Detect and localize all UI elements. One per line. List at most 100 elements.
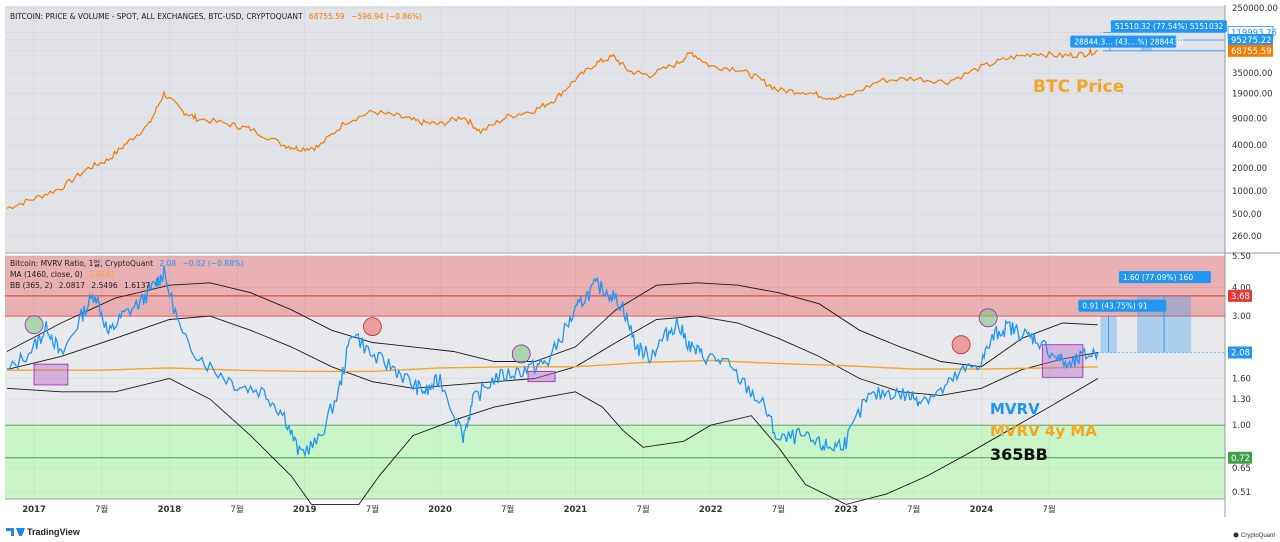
- mvrv-badge: [1228, 289, 1252, 302]
- bb-legend-upper: 2.5496: [91, 281, 117, 290]
- mvrv-ma-annotation: MVRV 4y MA: [990, 422, 1097, 440]
- mvrv-y-tick: 5.50: [1232, 252, 1251, 262]
- price-y-tick: 2000.00: [1232, 164, 1267, 174]
- mvrv-measure-text: 1.60 (77.09%) 160: [1123, 273, 1193, 282]
- mvrv-measure-box: [1078, 299, 1167, 312]
- mvrv-y-tick: 1.30: [1232, 395, 1251, 405]
- price-measure-label: 51510.32 (77.54%) 5151032: [1110, 20, 1227, 33]
- x-tick: 2023: [834, 505, 858, 515]
- ma-legend-value: 1.6442: [89, 270, 115, 279]
- price-legend: BITCOIN: PRICE & VOLUME - SPOT, ALL EXCH…: [10, 12, 422, 21]
- price-badge-label: 119993.76: [1231, 28, 1277, 38]
- price-badge-label: 95275.22: [1231, 36, 1272, 46]
- price-y-tick: 19000.00: [1232, 90, 1273, 100]
- cryptoquant-label: CryptoQuant: [1241, 533, 1275, 539]
- price-y-tick: 500.00: [1232, 210, 1262, 220]
- mvrv-measure-label: 0.91 (43.75%) 91: [1078, 299, 1167, 312]
- price-measure-label: 28844.3… (43.…%) 2884430: [1070, 35, 1184, 48]
- mvrv-legend-value: 2.08: [159, 259, 176, 268]
- price-y-tick: 9000.00: [1232, 114, 1267, 124]
- highlight-box: [33, 363, 69, 386]
- x-tick: 2020: [428, 505, 452, 515]
- price-legend-value: 68755.59: [309, 12, 345, 21]
- price-measure-text: 28844.3… (43.…%) 2884430: [1074, 38, 1183, 47]
- x-tick: 2017: [22, 505, 46, 515]
- mvrv-layer: 0.91 (43.75%) 91 1.60 (77.09%) 160: [5, 265, 1225, 505]
- highlight-circle-green: [511, 344, 531, 364]
- mvrv-legend-change: −0.02 (−0.88%): [183, 259, 244, 268]
- mvrv-y-tick: 0.51: [1232, 488, 1251, 498]
- tradingview-label: TradingView: [27, 527, 81, 537]
- price-y-tick: 4000.00: [1232, 141, 1267, 151]
- price-legend-change: −596.94 (−0.86%): [351, 12, 422, 21]
- ma-legend: MA (1460, close, 0) 1.6442: [10, 270, 115, 279]
- mvrv-badge-label: 3.68: [1231, 292, 1250, 302]
- ma-legend-title: MA (1460, close, 0): [10, 270, 83, 279]
- x-tick: 2021: [564, 505, 588, 515]
- mvrv-y-axis: 5.50 4.00 3.00 1.60 1.30 1.00 0.65 0.51 3.68 2.08…: [1228, 252, 1252, 498]
- bb-legend-basis: 2.0817: [59, 281, 85, 290]
- bb-upper-line: [6, 282, 1098, 368]
- x-tick: 7월: [1042, 504, 1055, 515]
- mvrv-badge: [1228, 451, 1252, 464]
- cryptoquant-icon: [1233, 532, 1239, 538]
- x-tick: 7월: [501, 504, 514, 515]
- price-y-axis: 250000.00 35000.00 19000.00 9000.00 4000.00 2…: [1227, 4, 1278, 242]
- price-badge-label: 68755.59: [1231, 47, 1272, 57]
- price-badge: [1228, 44, 1273, 57]
- tradingview-logo[interactable]: TradingView: [6, 527, 81, 537]
- price-badge: [1228, 34, 1273, 47]
- price-y-tick: 1000.00: [1232, 187, 1267, 197]
- mvrv-ma-line: [7, 359, 1098, 373]
- price-y-tick: 250000.00: [1232, 4, 1278, 14]
- bb-legend: BB (365, 2) 2.0817 2.5496 1.6137: [10, 281, 151, 290]
- x-tick: 7월: [636, 504, 649, 515]
- bb-legend-lower: 1.6137: [124, 281, 150, 290]
- mvrv-line: [6, 265, 1099, 458]
- btc-price-line: [6, 47, 1098, 210]
- mvrv-badge-label: 2.08: [1231, 348, 1250, 358]
- highlight-box: [527, 370, 556, 383]
- mvrv-measure-text: 0.91 (43.75%) 91: [1082, 302, 1148, 311]
- mvrv-measure-box: [1118, 271, 1211, 284]
- x-axis: 2017 7월 2018 7월 2019 7월 2020 7월 2021 7월 2022 7월 2023…: [22, 504, 1055, 515]
- mvrv-y-tick: 4.00: [1232, 284, 1251, 294]
- bb-legend-title: BB (365, 2): [10, 281, 52, 290]
- price-y-tick: 260.00: [1232, 232, 1262, 242]
- mvrv-legend-title: Bitcoin: MVRV Ratio, 1일, CryptoQuant: [10, 259, 153, 268]
- highlight-circle-red: [362, 317, 382, 337]
- highlight-circle-green: [978, 308, 998, 328]
- highlight-circle-red: [951, 335, 971, 355]
- undervalued-zone: [5, 425, 1225, 498]
- x-tick: 2018: [158, 505, 182, 515]
- mvrv-annotation: MVRV: [990, 400, 1040, 418]
- price-layer: 28844.3… (43.…%) 2884430 51510.32 (77.54%…: [6, 20, 1227, 210]
- mvrv-y-tick: 3.00: [1232, 312, 1251, 322]
- price-measure-box: [1110, 20, 1227, 33]
- overvalued-zone: [5, 256, 1225, 317]
- bb-lower-line: [6, 378, 1099, 505]
- x-tick: 7월: [772, 504, 785, 515]
- x-tick: 2024: [970, 505, 994, 515]
- mvrv-badge-label: 0.72: [1231, 454, 1250, 464]
- bb-annotation: 365BB: [990, 445, 1048, 464]
- price-measure-box: [1070, 35, 1177, 48]
- price-measure-text: 51510.32 (77.54%) 5151032: [1115, 22, 1224, 31]
- x-tick: 7월: [95, 504, 108, 515]
- mvrv-y-tick: 1.00: [1232, 421, 1251, 431]
- mvrv-badge: [1228, 346, 1252, 359]
- mvrv-measure-label: 1.60 (77.09%) 160: [1118, 271, 1211, 284]
- x-tick: 7월: [907, 504, 920, 515]
- highlight-circle-green: [24, 315, 44, 335]
- x-tick: 7월: [366, 504, 379, 515]
- x-tick: 2022: [699, 505, 723, 515]
- btc-price-annotation: BTC Price: [1033, 77, 1124, 97]
- price-y-tick: 35000.00: [1232, 69, 1273, 79]
- mvrv-legend: Bitcoin: MVRV Ratio, 1일, CryptoQuant 2.0…: [10, 259, 244, 268]
- x-tick: 2019: [293, 505, 317, 515]
- price-legend-title: BITCOIN: PRICE & VOLUME - SPOT, ALL EXCH…: [10, 12, 303, 21]
- price-panel-background: [5, 6, 1225, 252]
- mvrv-y-tick: 1.60: [1232, 375, 1251, 385]
- mvrv-y-tick: 0.65: [1232, 464, 1251, 474]
